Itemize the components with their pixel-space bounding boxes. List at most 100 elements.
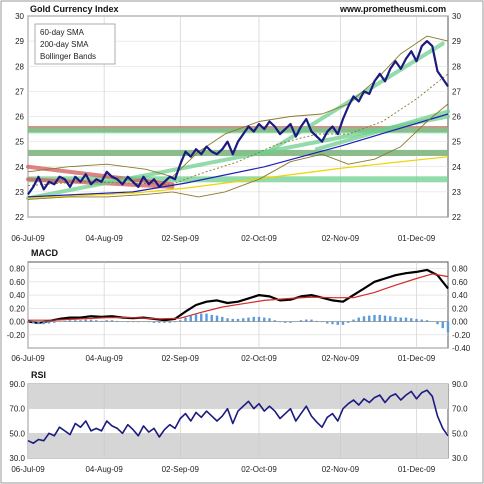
histogram-bar	[268, 318, 271, 322]
y-tick-label-left: 29	[15, 37, 24, 46]
histogram-bar	[126, 321, 129, 323]
histogram-bar	[305, 319, 308, 322]
histogram-bar	[200, 313, 203, 322]
x-tick-label: 02-Sep-09	[162, 354, 200, 363]
y-tick-label-left: 0.80	[9, 265, 25, 274]
histogram-bar	[189, 315, 192, 322]
histogram-bar	[378, 314, 381, 322]
x-tick-label: 01-Dec-09	[398, 234, 436, 243]
histogram-bar	[257, 316, 261, 322]
histogram-bar	[357, 317, 360, 322]
y-tick-label-right: 0.20	[452, 304, 468, 313]
y-tick-label-right: -0.20	[452, 331, 471, 340]
x-tick-label: 02-Oct-09	[241, 234, 277, 243]
x-tick-label: 04-Aug-09	[85, 465, 123, 474]
histogram-bar	[236, 318, 240, 322]
histogram-bar	[362, 316, 366, 322]
histogram-bar	[315, 320, 318, 322]
histogram-bar	[420, 319, 423, 322]
histogram-bar	[100, 320, 103, 322]
y-tick-label-right: 26	[452, 113, 461, 122]
y-tick-label-left: 50.0	[9, 429, 25, 438]
histogram-bar	[436, 321, 439, 325]
histogram-bar	[63, 320, 66, 322]
x-tick-label: 02-Sep-09	[162, 234, 200, 243]
y-tick-label-left: 0.00	[9, 318, 25, 327]
series-line-200-day-sma	[27, 156, 449, 199]
panel-title: RSI	[31, 370, 46, 380]
y-tick-label-left: 23	[15, 188, 24, 197]
x-tick-label: 02-Oct-09	[241, 465, 277, 474]
y-tick-label-right: 29	[452, 37, 461, 46]
histogram-bar	[446, 321, 450, 333]
y-tick-label-right: 30.0	[452, 454, 468, 463]
histogram-bar	[173, 321, 177, 323]
y-tick-label-left: 26	[15, 113, 24, 122]
histogram-bar	[26, 321, 30, 323]
y-tick-label-right: 28	[452, 62, 461, 71]
y-tick-label-right: 27	[452, 87, 461, 96]
histogram-bar	[368, 315, 371, 322]
histogram-bar	[336, 321, 339, 325]
y-tick-label-right: 0.80	[452, 265, 468, 274]
y-tick-label-right: 70.0	[452, 405, 468, 414]
histogram-bar	[194, 314, 198, 322]
histogram-bar	[425, 320, 429, 322]
x-tick-label: 06-Jul-09	[11, 465, 45, 474]
histogram-bar	[42, 321, 45, 325]
series-line-gold-currency-index	[27, 40, 449, 196]
histogram-bar	[68, 320, 72, 322]
histogram-bar	[399, 317, 402, 322]
histogram-bar	[179, 320, 182, 322]
histogram-bar	[231, 318, 234, 322]
histogram-bar	[289, 321, 292, 323]
histogram-bar	[32, 321, 35, 324]
y-tick-label-right: 30	[452, 12, 461, 21]
histogram-bar	[410, 318, 413, 322]
y-tick-label-right: 50.0	[452, 429, 468, 438]
x-tick-label: 06-Jul-09	[11, 234, 45, 243]
website-label: www.prometheusmi.com	[339, 4, 446, 14]
histogram-bar	[341, 321, 345, 325]
legend-box	[34, 23, 116, 65]
histogram-bar	[373, 314, 376, 322]
histogram-bar	[53, 321, 56, 323]
series-line-60-day-sma	[27, 113, 449, 198]
y-tick-label-right: 25	[452, 138, 461, 147]
x-tick-label: 06-Jul-09	[11, 354, 45, 363]
x-tick-label: 01-Dec-09	[398, 354, 436, 363]
y-tick-label-left: 70.0	[9, 405, 25, 414]
histogram-bar	[352, 319, 355, 322]
trend-line	[314, 109, 450, 152]
histogram-bar	[394, 316, 397, 322]
histogram-bar	[383, 315, 387, 322]
histogram-bar	[331, 321, 334, 325]
histogram-bar	[210, 314, 213, 322]
histogram-bar	[415, 318, 418, 322]
legend-label: 200-day SMA	[40, 40, 89, 49]
x-tick-label: 02-Nov-09	[322, 465, 360, 474]
series-line-signal	[28, 273, 449, 321]
histogram-bar	[389, 316, 392, 322]
x-tick-label: 02-Nov-09	[322, 354, 360, 363]
histogram-bar	[284, 321, 287, 323]
histogram-bar	[105, 320, 108, 322]
horizontal-band	[28, 127, 448, 134]
y-tick-label-left: 0.60	[9, 278, 25, 287]
histogram-bar	[226, 318, 229, 322]
horizontal-band	[28, 149, 448, 156]
histogram-bar	[95, 320, 98, 322]
histogram-bar	[147, 321, 150, 323]
histogram-bar	[168, 321, 171, 323]
histogram-bar	[221, 316, 224, 322]
x-tick-label: 04-Aug-09	[85, 354, 123, 363]
trend-line	[26, 164, 175, 187]
histogram-bar	[252, 316, 255, 322]
y-tick-label-left: 30	[15, 12, 24, 21]
histogram-bar	[37, 321, 40, 325]
y-tick-label-left: 0.20	[9, 304, 25, 313]
y-tick-label-right: 0.00	[452, 318, 468, 327]
histogram-bar	[347, 321, 350, 323]
